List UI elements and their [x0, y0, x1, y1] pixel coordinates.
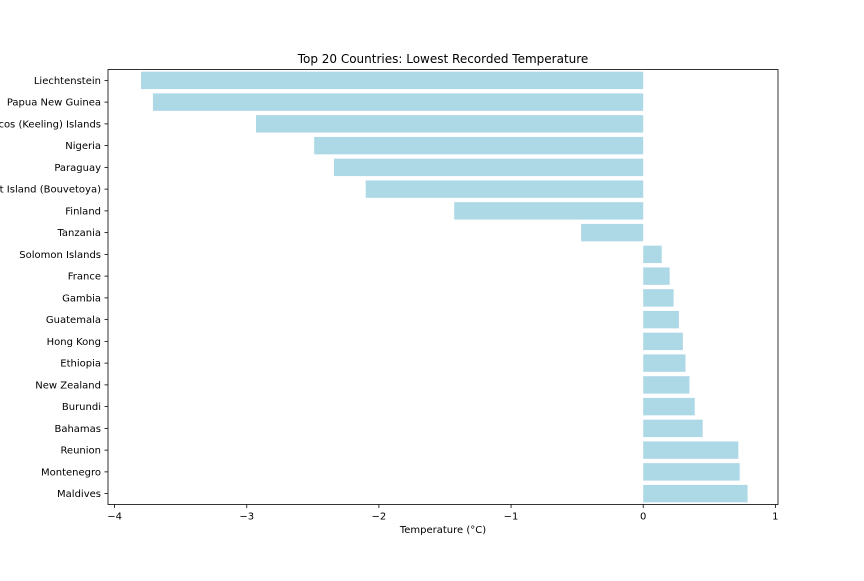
bar [643, 310, 679, 329]
y-tick-label: Papua New Guinea [7, 98, 101, 109]
x-tick-label: −1 [504, 512, 519, 523]
bar [643, 441, 739, 459]
plot-frame [107, 69, 779, 505]
bar [643, 463, 740, 481]
y-tick-label: Hong Kong [47, 337, 101, 348]
y-tick-label: France [68, 272, 101, 283]
bar [643, 484, 748, 503]
bar [643, 354, 686, 372]
bars-layer [141, 71, 748, 503]
y-tick-label: Burundi [62, 402, 101, 413]
x-axis: −4 −3 −2 −1 0 1 [107, 504, 779, 523]
chart-title: Top 20 Countries: Lowest Recorded Temper… [297, 52, 589, 66]
bar [643, 332, 683, 351]
bar [643, 245, 662, 264]
y-tick-label: Bahamas [54, 424, 101, 435]
y-tick-label: Nigeria [65, 141, 101, 152]
bar [643, 289, 674, 307]
y-tick-label: Liechtenstein [34, 76, 101, 87]
bar [643, 267, 670, 285]
y-tick-label: Tanzania [56, 228, 101, 239]
bar [152, 93, 644, 111]
y-tick-label: Bouvet Island (Bouvetoya) [0, 185, 101, 196]
y-tick-label: Paraguay [54, 163, 101, 174]
y-tick-label: Solomon Islands [19, 250, 101, 261]
bar [314, 136, 644, 155]
y-tick-label: New Zealand [35, 380, 101, 391]
bar [365, 180, 644, 198]
bar [333, 158, 644, 177]
bar [454, 202, 644, 220]
y-tick-label: Gambia [62, 293, 101, 304]
x-tick-label: 1 [772, 512, 778, 523]
x-tick-label: −4 [107, 512, 122, 523]
x-axis-title: Temperature (°C) [399, 525, 486, 536]
x-tick-label: 0 [640, 512, 646, 523]
bar [581, 223, 644, 242]
x-tick-label: −3 [239, 512, 254, 523]
x-tick-label: −2 [372, 512, 387, 523]
bar [141, 71, 644, 90]
bar [643, 397, 695, 416]
y-tick-label: Montenegro [41, 467, 101, 478]
bar [643, 419, 703, 438]
y-tick-label: Ethiopia [60, 359, 101, 370]
y-tick-label: Maldives [57, 489, 101, 500]
y-tick-label: Cocos (Keeling) Islands [0, 119, 101, 130]
y-tick-label: Reunion [60, 446, 101, 457]
y-tick-label: Finland [65, 206, 101, 217]
bar [643, 376, 690, 394]
bar [256, 115, 644, 133]
y-axis: Liechtenstein Papua New Guinea Cocos (Keel… [0, 76, 108, 500]
y-tick-label: Guatemala [46, 315, 101, 326]
